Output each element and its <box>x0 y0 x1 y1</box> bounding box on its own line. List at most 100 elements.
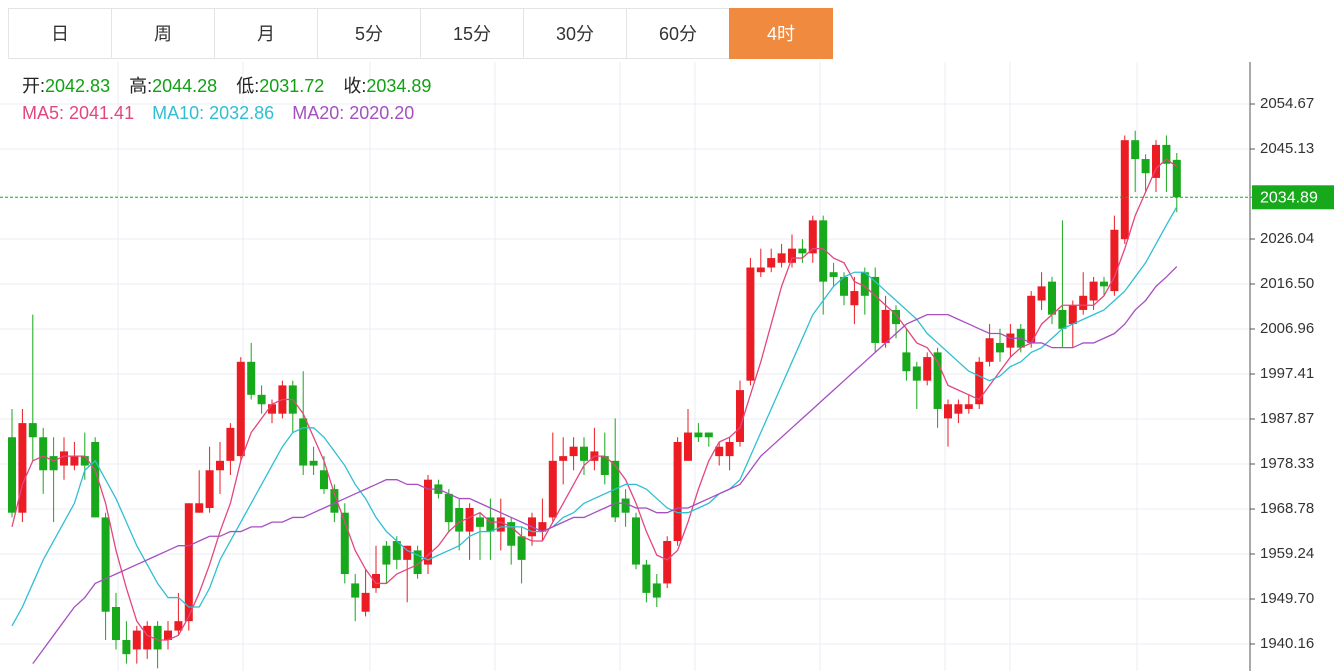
y-tick-label: 1949.70 <box>1260 590 1314 607</box>
candle-body <box>902 352 911 372</box>
period-tab[interactable]: 60分 <box>626 8 730 59</box>
candle-body <box>91 441 100 518</box>
candle-body <box>174 621 183 631</box>
ma-legend-name: MA5: <box>22 103 70 123</box>
candle-body <box>101 517 110 612</box>
candle-body <box>881 309 890 343</box>
ma-legend-value: 2032.86 <box>209 103 275 123</box>
candle-body <box>205 470 214 508</box>
ohlc-row: 开:2042.83 高:2044.28 低:2031.72 收:2034.89 <box>22 73 445 100</box>
candle-body <box>652 583 661 598</box>
high-value: 2044.28 <box>152 76 218 96</box>
candle-body <box>964 404 973 409</box>
candle-body <box>49 456 58 471</box>
candle-body <box>798 248 807 254</box>
candle-body <box>257 394 266 405</box>
candle-body <box>736 390 744 442</box>
candle-body <box>829 272 838 277</box>
candle-body <box>486 517 495 532</box>
ma-legend-name: MA10: <box>152 103 210 123</box>
candle-body <box>985 338 994 362</box>
period-tab[interactable]: 30分 <box>523 8 627 59</box>
candle-body <box>1006 333 1015 348</box>
candle-body <box>299 418 308 466</box>
ma-line <box>11 206 1178 627</box>
candle-body <box>1162 144 1171 164</box>
close-value: 2034.89 <box>366 76 432 96</box>
period-tab[interactable]: 4时 <box>729 8 833 59</box>
candle-body <box>1089 281 1098 301</box>
candle-body <box>746 267 755 381</box>
candle-body <box>559 456 568 461</box>
candle-body <box>600 456 609 475</box>
candle-body <box>330 489 339 513</box>
candle-body <box>1079 295 1088 310</box>
candle-body <box>663 540 672 584</box>
period-tab[interactable]: 15分 <box>420 8 524 59</box>
period-tab[interactable]: 日 <box>8 8 112 59</box>
candle-body <box>153 625 162 650</box>
candle-body <box>143 625 152 650</box>
candle-body <box>569 446 578 457</box>
candle-body <box>320 470 328 490</box>
candle-body <box>1110 229 1119 292</box>
candle-body <box>1068 305 1077 325</box>
candle-body <box>122 640 131 655</box>
candle-body <box>413 550 422 575</box>
period-tab[interactable]: 周 <box>111 8 215 59</box>
candle-body <box>767 258 776 268</box>
candle-body <box>1141 159 1150 174</box>
candle-body <box>1120 140 1129 240</box>
candle-body <box>1058 309 1067 329</box>
candle-body <box>247 361 256 395</box>
y-tick-label: 2045.13 <box>1260 140 1314 157</box>
candle-body <box>60 451 68 466</box>
candle-body <box>18 423 27 513</box>
candle-body <box>756 267 765 273</box>
candle-body <box>361 592 370 612</box>
y-tick-label: 1987.87 <box>1260 410 1314 427</box>
candle-body <box>28 423 37 438</box>
candle-body <box>684 432 692 461</box>
ma-legend-value: 2020.20 <box>349 103 415 123</box>
candle-body <box>8 437 16 513</box>
candle-body <box>1048 281 1056 315</box>
candle-body <box>372 574 380 589</box>
candle-body <box>777 253 786 263</box>
candle-body <box>975 361 984 405</box>
y-tick-label: 2026.04 <box>1260 230 1314 247</box>
candle-body <box>1152 144 1160 178</box>
candle-body <box>444 493 453 523</box>
candle-body <box>912 366 921 381</box>
candle-body <box>580 446 588 461</box>
y-tick-label: 2006.96 <box>1260 320 1314 337</box>
candle-body <box>496 517 505 532</box>
y-tick-label: 2054.67 <box>1260 95 1314 112</box>
info-panel: 开:2042.83 高:2044.28 低:2031.72 收:2034.89 … <box>22 73 445 127</box>
candle-body <box>871 276 880 343</box>
candle-body <box>923 357 932 381</box>
current-price-label: 2034.89 <box>1260 190 1318 207</box>
candle-body <box>1027 295 1036 343</box>
candle-body <box>309 460 318 466</box>
candle-body <box>933 352 942 409</box>
plot-area <box>8 130 1181 669</box>
candle-body <box>538 522 547 532</box>
candle-body <box>1131 140 1140 160</box>
candle-body <box>465 507 474 532</box>
period-tab[interactable]: 月 <box>214 8 318 59</box>
candle-body <box>788 248 796 263</box>
ma-legend-value: 2041.41 <box>69 103 135 123</box>
low-value: 2031.72 <box>259 76 325 96</box>
candle-body <box>954 404 963 414</box>
candle-body <box>996 342 1004 353</box>
y-tick-label: 1978.33 <box>1260 455 1314 472</box>
candle-body <box>236 361 245 457</box>
candle-body <box>840 276 848 296</box>
grid <box>0 62 1250 671</box>
candle-body <box>517 536 526 560</box>
candle-body <box>944 404 952 419</box>
candle-body <box>694 432 703 438</box>
period-tab[interactable]: 5分 <box>317 8 421 59</box>
